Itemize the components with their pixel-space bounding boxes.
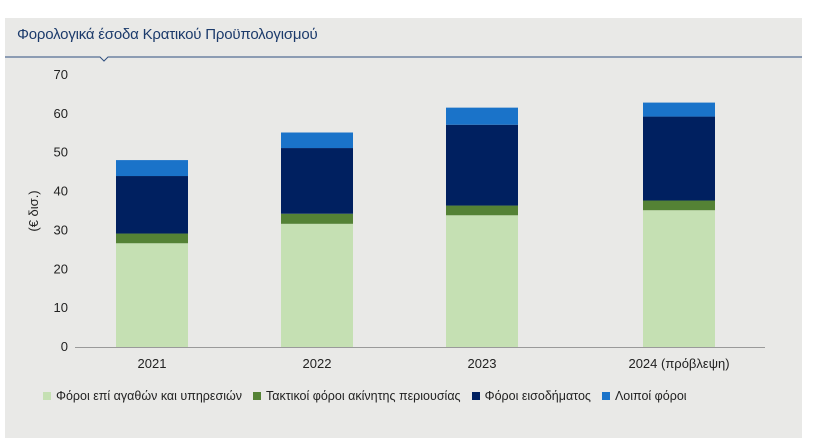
bar-segment-2023-s2 (446, 124, 518, 206)
legend-item: Φόροι εισοδήματος (471, 389, 591, 403)
legend-swatch (253, 392, 261, 400)
y-tick-label: 60 (54, 106, 68, 121)
x-tick-label: 2021 (138, 356, 167, 371)
y-tick-label: 30 (54, 222, 68, 237)
x-tick-label: 2022 (303, 356, 332, 371)
title-underline (5, 56, 802, 62)
legend-label: Λοιποί φόροι (614, 389, 687, 403)
legend-item: Λοιποί φόροι (601, 389, 687, 403)
y-tick-label: 40 (54, 184, 68, 199)
bar-segment-2024-s3 (643, 102, 715, 117)
bar-segment-2023-s3 (446, 107, 518, 125)
y-tick-label: 20 (54, 261, 68, 276)
chart-title: Φορολογικά έσοδα Κρατικού Προϋπολογισμού (17, 26, 318, 43)
bar-segment-2022-s3 (281, 132, 353, 149)
bar-segment-2021-s2 (116, 176, 188, 234)
y-tick-label: 50 (54, 145, 68, 160)
y-axis: 0 10 20 30 40 50 60 70 (€ δισ.) (26, 67, 68, 354)
legend-item: Τακτικοί φόροι ακίνητης περιουσίας (253, 389, 461, 403)
bars (116, 102, 715, 347)
chart-canvas: 0 10 20 30 40 50 60 70 (€ δισ.) 2021 2022 2023 2024… (5, 56, 802, 371)
bar-segment-2023-s0 (446, 215, 518, 347)
legend-swatch (471, 392, 480, 400)
bar-segment-2022-s1 (281, 213, 353, 224)
legend-swatch (601, 392, 610, 400)
x-axis: 2021 2022 2023 2024 (πρόβλεψη) (75, 347, 765, 371)
y-tick-label: 0 (61, 339, 68, 354)
bar-segment-2022-s0 (281, 223, 353, 347)
y-axis-label: (€ δισ.) (26, 190, 41, 231)
legend-label: Φόροι επί αγαθών και υπηρεσιών (56, 389, 242, 403)
bar-segment-2024-s1 (643, 200, 715, 211)
legend-label: Φόροι εισοδήματος (484, 389, 591, 403)
bar-segment-2024-s0 (643, 210, 715, 347)
chart-panel: Φορολογικά έσοδα Κρατικού Προϋπολογισμού… (5, 18, 802, 438)
x-tick-label: 2024 (πρόβλεψη) (628, 356, 729, 371)
y-tick-label: 10 (54, 300, 68, 315)
legend-swatch (43, 392, 51, 400)
bar-segment-2024-s2 (643, 116, 715, 201)
bar-segment-2021-s1 (116, 233, 188, 244)
legend-item: Φόροι επί αγαθών και υπηρεσιών (43, 389, 242, 403)
bar-segment-2021-s3 (116, 160, 188, 177)
title-underline-line (5, 56, 802, 62)
bar-segment-2021-s0 (116, 243, 188, 347)
legend: Φόροι επί αγαθών και υπηρεσιών Τακτικοί φ… (43, 389, 687, 403)
y-tick-label: 70 (54, 67, 68, 82)
x-tick-label: 2023 (468, 356, 497, 371)
bar-segment-2023-s1 (446, 205, 518, 216)
legend-label: Τακτικοί φόροι ακίνητης περιουσίας (266, 389, 461, 403)
bar-segment-2022-s2 (281, 148, 353, 214)
